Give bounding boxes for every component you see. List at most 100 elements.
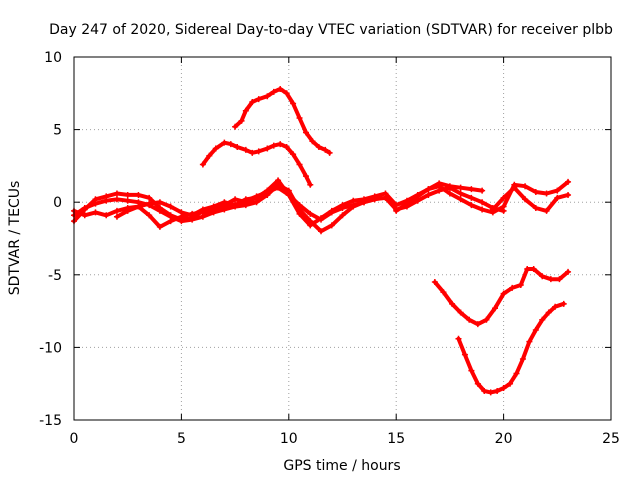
- data-point: [479, 206, 486, 213]
- data-point: [302, 129, 309, 136]
- data-point: [457, 196, 464, 203]
- data-point: [264, 187, 271, 194]
- data-point: [92, 209, 99, 216]
- data-point: [507, 380, 514, 387]
- data-point: [103, 212, 110, 219]
- data-point: [532, 189, 539, 196]
- data-point: [513, 370, 520, 377]
- data-point: [371, 196, 378, 203]
- plot-frame: [73, 56, 612, 421]
- data-point: [457, 184, 464, 191]
- x-tick-label: 25: [602, 431, 620, 447]
- data-point: [455, 335, 462, 342]
- data-point: [81, 212, 88, 219]
- data-point: [296, 114, 303, 121]
- series-line: [490, 185, 570, 213]
- y-tick-label: 10: [44, 50, 62, 66]
- data-point: [124, 197, 131, 204]
- data-point: [210, 203, 217, 210]
- data-point: [322, 146, 329, 153]
- data-point: [532, 326, 539, 333]
- data-point: [189, 212, 196, 219]
- data-point: [526, 338, 533, 345]
- data-point: [296, 161, 303, 168]
- data-point: [275, 181, 282, 188]
- data-point: [221, 199, 228, 206]
- data-point: [554, 194, 561, 201]
- data-point: [449, 300, 456, 307]
- data-point: [255, 96, 262, 103]
- series-arc-f: [489, 184, 572, 214]
- data-point: [524, 265, 531, 272]
- data-point: [146, 212, 153, 219]
- y-tick-label: 0: [53, 195, 62, 211]
- axis-ticks: 0 5 10 15 20 25 -15 -10 -5 0 5 10: [39, 50, 620, 447]
- data-series-layer: [71, 85, 572, 396]
- data-point: [436, 183, 443, 190]
- data-point: [468, 367, 475, 374]
- data-point: [146, 194, 153, 201]
- grid-lines: [74, 57, 611, 420]
- data-point: [277, 141, 284, 148]
- data-point: [539, 316, 546, 323]
- data-point: [156, 223, 163, 230]
- data-point: [560, 300, 567, 307]
- series-line: [233, 86, 332, 155]
- data-point: [227, 141, 234, 148]
- data-point: [318, 216, 325, 223]
- data-point: [543, 207, 550, 214]
- x-tick-label: 10: [280, 431, 298, 447]
- y-tick-label: 5: [53, 123, 62, 139]
- data-point: [113, 196, 120, 203]
- x-axis-label: GPS time / hours: [283, 458, 400, 474]
- data-point: [489, 206, 496, 213]
- data-point: [339, 205, 346, 212]
- data-point: [500, 385, 507, 392]
- data-point: [522, 196, 529, 203]
- data-point: [393, 207, 400, 214]
- data-point: [264, 145, 271, 152]
- data-point: [113, 190, 120, 197]
- data-point: [530, 265, 537, 272]
- data-point: [539, 273, 546, 280]
- data-point: [124, 191, 131, 198]
- data-point: [494, 387, 501, 394]
- data-point: [277, 85, 284, 92]
- data-point: [285, 190, 292, 197]
- data-point: [232, 202, 239, 209]
- data-point: [474, 380, 481, 387]
- data-point: [552, 303, 559, 310]
- data-point: [270, 142, 277, 149]
- data-point: [522, 183, 529, 190]
- data-point: [425, 191, 432, 198]
- data-point: [124, 207, 131, 214]
- data-point: [440, 289, 447, 296]
- x-tick-label: 20: [495, 431, 513, 447]
- data-point: [545, 309, 552, 316]
- data-point: [296, 202, 303, 209]
- y-tick-label: -15: [39, 413, 62, 429]
- data-point: [360, 199, 367, 206]
- data-point: [81, 205, 88, 212]
- series-upper-arc-1: [232, 85, 333, 156]
- data-point: [414, 193, 421, 200]
- data-point: [199, 206, 206, 213]
- data-point: [156, 207, 163, 214]
- data-point: [554, 187, 561, 194]
- y-tick-label: -5: [48, 268, 62, 284]
- data-point: [474, 321, 481, 328]
- data-point: [457, 309, 464, 316]
- data-point: [178, 209, 185, 216]
- data-point: [307, 210, 314, 217]
- data-point: [283, 90, 290, 97]
- data-point: [232, 123, 239, 130]
- data-point: [283, 144, 290, 151]
- data-point: [135, 203, 142, 210]
- data-point: [318, 228, 325, 235]
- data-point: [481, 387, 488, 394]
- data-point: [468, 202, 475, 209]
- data-point: [234, 144, 241, 151]
- data-point: [238, 117, 245, 124]
- data-point: [307, 218, 314, 225]
